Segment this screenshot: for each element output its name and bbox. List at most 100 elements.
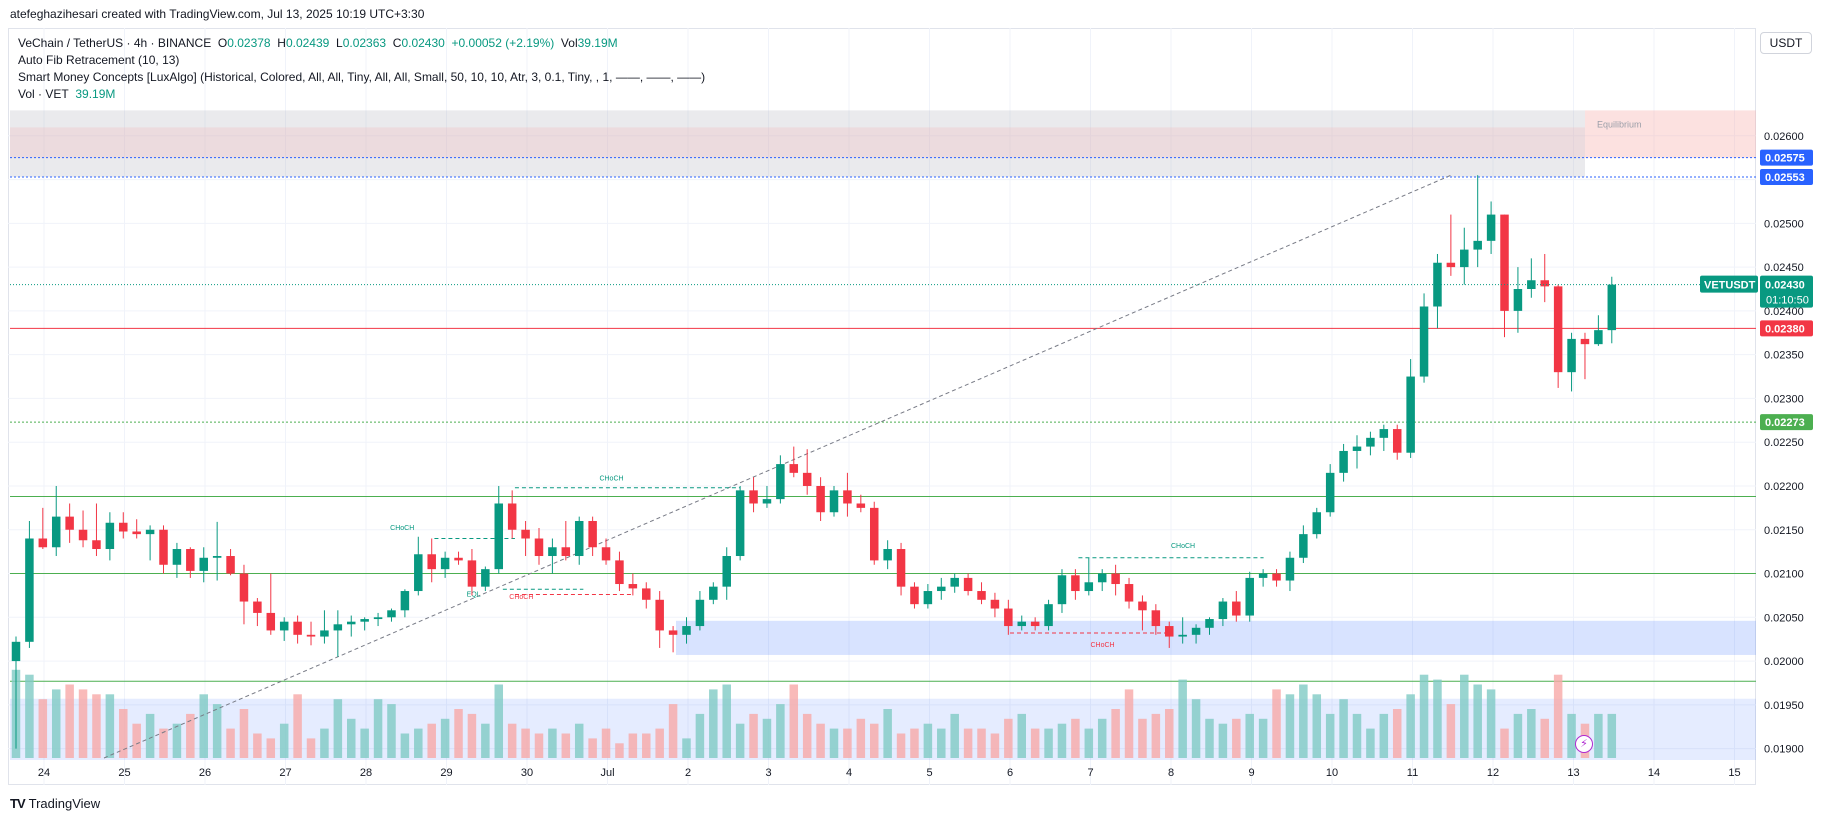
candle-body[interactable] [1553,286,1563,373]
candle-body[interactable] [78,529,88,541]
candle-body[interactable] [1071,575,1080,592]
candle-body[interactable] [1594,330,1603,345]
candle-body[interactable] [615,560,624,585]
candle-body[interactable] [1044,604,1053,627]
candle-body[interactable] [1446,262,1456,268]
candle-body[interactable] [279,621,289,631]
candle-body[interactable] [561,547,571,557]
candle-body[interactable] [548,547,557,557]
candle-body[interactable] [1299,534,1308,558]
candle-body[interactable] [883,549,892,561]
candle-body[interactable] [1366,437,1375,447]
candle-body[interactable] [467,560,477,587]
candle-body[interactable] [628,584,638,589]
flash-icon[interactable]: ⚡ [1575,735,1593,753]
candle-body[interactable] [937,586,946,592]
candle-body[interactable] [722,556,731,587]
candle-body[interactable] [51,516,61,548]
candle-body[interactable] [65,516,74,530]
candle-body[interactable] [977,591,986,600]
candle-body[interactable] [735,490,745,557]
candle-body[interactable] [212,556,222,558]
candle-body[interactable] [843,490,852,504]
candle-body[interactable] [749,490,758,504]
candle-body[interactable] [1124,584,1134,602]
candle-body[interactable] [494,503,504,570]
candle-body[interactable] [1473,240,1482,250]
candle-body[interactable] [119,522,128,532]
candle-body[interactable] [1111,573,1120,585]
candle-body[interactable] [1218,601,1228,620]
candle-body[interactable] [186,549,195,571]
candle-body[interactable] [1352,446,1362,451]
candle-body[interactable] [440,557,450,570]
candle-body[interactable] [1097,573,1107,583]
candle-body[interactable] [145,529,155,535]
candle-body[interactable] [454,557,463,561]
candle-body[interactable] [1460,249,1469,268]
candle-body[interactable] [1392,429,1402,453]
legend-indicator-fib[interactable]: Auto Fib Retracement (10, 13) [18,53,180,67]
candle-body[interactable] [253,601,262,613]
candle-body[interactable] [172,549,182,565]
candle-body[interactable] [132,531,141,535]
candle-body[interactable] [481,569,490,587]
candle-body[interactable] [1567,338,1576,373]
candle-body[interactable] [1165,626,1174,637]
candle-body[interactable] [668,630,678,635]
candle-body[interactable] [427,554,436,570]
candle-body[interactable] [1178,634,1187,637]
candle-body[interactable] [910,586,919,605]
candle-body[interactable] [360,619,369,622]
candle-body[interactable] [199,557,208,571]
candle-body[interactable] [534,538,544,557]
candle-body[interactable] [1084,582,1094,592]
candle-body[interactable] [11,641,21,662]
candle-body[interactable] [1419,306,1429,377]
candle-body[interactable] [816,485,825,513]
candle-body[interactable] [159,529,168,565]
candle-body[interactable] [507,503,517,530]
candle-body[interactable] [789,464,799,473]
candle-body[interactable] [990,599,1000,609]
candle-body[interactable] [1339,450,1348,473]
candle-body[interactable] [414,554,423,592]
candle-body[interactable] [387,610,396,618]
candle-body[interactable] [601,547,611,561]
candle-body[interactable] [1406,376,1415,453]
candle-body[interactable] [1258,573,1268,578]
candle-body[interactable] [1433,262,1442,307]
candle-body[interactable] [266,612,276,631]
candle-body[interactable] [306,634,316,637]
candle-body[interactable] [1138,601,1147,611]
candle-body[interactable] [1057,575,1067,605]
candle-body[interactable] [896,549,906,587]
candle-body[interactable] [105,522,115,550]
candle-body[interactable] [1030,621,1040,627]
candle-body[interactable] [1004,608,1013,627]
candle-body[interactable] [588,520,597,548]
candle-body[interactable] [1607,284,1617,331]
candle-body[interactable] [776,464,785,500]
candle-body[interactable] [1513,289,1523,311]
candle-body[interactable] [1245,577,1254,616]
candle-body[interactable] [655,599,664,631]
candle-body[interactable] [1232,601,1241,616]
candle-body[interactable] [226,556,235,574]
candle-body[interactable] [1205,619,1214,628]
currency-button[interactable]: USDT [1760,32,1812,54]
candle-body[interactable] [856,503,866,508]
candle-body[interactable] [373,617,383,620]
candle-body[interactable] [1580,338,1590,345]
candle-body[interactable] [682,626,691,635]
candle-body[interactable] [963,577,973,592]
candle-body[interactable] [347,621,356,625]
candle-body[interactable] [1151,610,1161,627]
candle-body[interactable] [38,538,48,548]
candle-body[interactable] [239,573,249,602]
candle-body[interactable] [1285,557,1295,581]
candle-body[interactable] [1312,512,1322,535]
legend-indicator-volume[interactable]: Vol · VET 39.19M [18,86,705,103]
candle-body[interactable] [923,591,933,605]
legend-indicator-smc[interactable]: Smart Money Concepts [LuxAlgo] (Historic… [18,70,706,84]
